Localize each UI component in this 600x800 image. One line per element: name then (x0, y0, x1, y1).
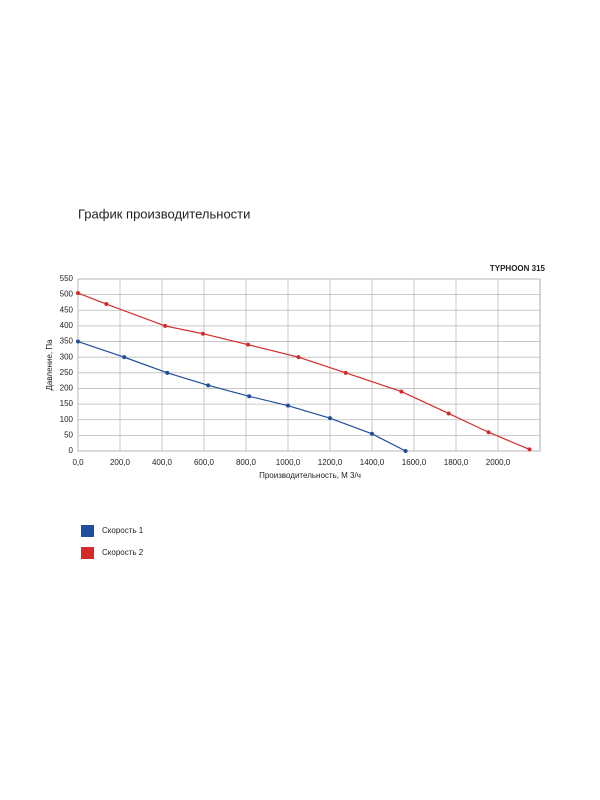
x-tick-label: 600,0 (194, 458, 215, 467)
data-point (286, 403, 290, 408)
data-point (446, 411, 451, 416)
data-point (370, 431, 374, 436)
legend-swatch (81, 547, 94, 559)
data-point (246, 342, 251, 347)
legend: Скорость 1 Скорость 2 (81, 525, 144, 559)
y-axis-label: Давление, Па (45, 339, 54, 391)
data-point (163, 323, 168, 328)
data-point (200, 331, 205, 336)
data-point (247, 394, 252, 399)
data-point (76, 339, 80, 344)
x-tick-label: 200,0 (110, 458, 131, 467)
series-line (77, 340, 406, 452)
y-tick-label: 150 (60, 399, 74, 408)
x-tick-label: 400,0 (152, 458, 173, 467)
x-tick-label: 1800,0 (444, 458, 469, 467)
data-point (296, 355, 301, 360)
y-tick-label: 500 (60, 290, 74, 299)
data-point (76, 291, 80, 296)
y-tick-label: 550 (60, 274, 74, 283)
legend-label: Скорость 2 (102, 548, 144, 557)
data-point (122, 355, 127, 360)
y-tick-label: 200 (60, 384, 74, 393)
data-point (165, 370, 170, 375)
y-tick-label: 300 (60, 352, 74, 361)
y-tick-label: 450 (60, 305, 74, 314)
model-label: TYPHOON 315 (490, 264, 546, 273)
x-tick-label: 800,0 (236, 458, 257, 467)
y-tick-label: 50 (64, 430, 73, 439)
x-tick-label: 1600,0 (402, 458, 427, 467)
x-tick-label: 1200,0 (318, 458, 343, 467)
x-tick-label: 1000,0 (276, 458, 301, 467)
data-point (486, 430, 491, 435)
data-point (328, 416, 332, 421)
y-tick-label: 100 (60, 415, 74, 424)
y-tick-label: 350 (60, 337, 74, 346)
data-point (399, 389, 404, 394)
x-tick-label: 2000,0 (486, 458, 511, 467)
legend-swatch (81, 525, 94, 537)
data-point (403, 449, 408, 453)
x-tick-label: 1400,0 (360, 458, 385, 467)
data-point (206, 383, 211, 388)
data-point (527, 447, 532, 452)
y-tick-label: 0 (69, 446, 74, 455)
chart-title: График производительности (78, 206, 250, 221)
x-axis-label: Производительность, М 3/ч (259, 471, 361, 480)
y-tick-label: 250 (60, 368, 74, 377)
x-tick-label: 0,0 (72, 458, 84, 467)
data-point (343, 370, 348, 375)
y-tick-label: 400 (60, 321, 74, 330)
data-point (104, 302, 109, 307)
legend-label: Скорость 1 (102, 526, 144, 535)
series-line (77, 292, 530, 450)
